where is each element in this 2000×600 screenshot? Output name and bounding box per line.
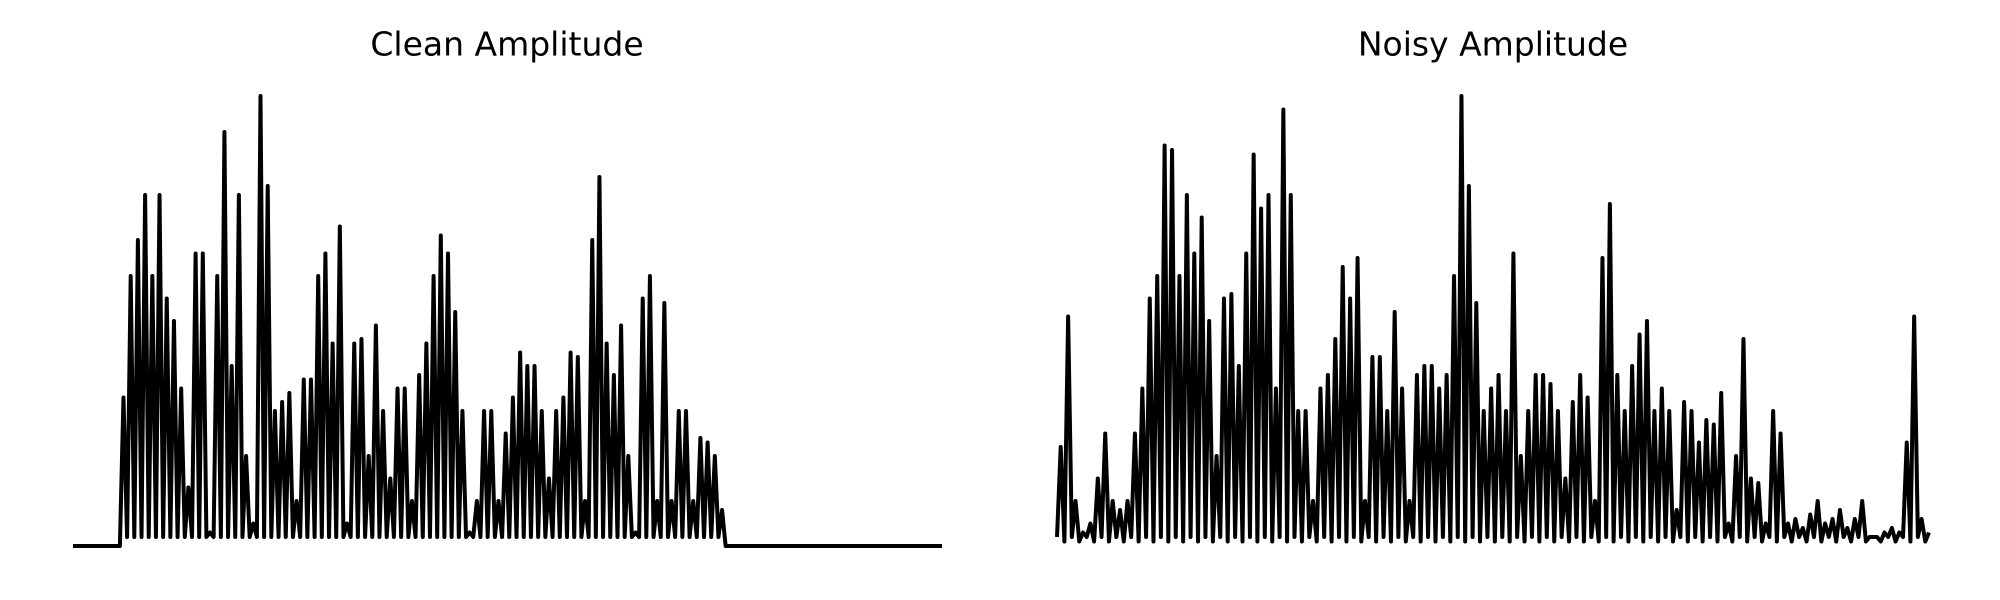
chart-title: Clean Amplitude bbox=[370, 25, 643, 64]
amplitude-line bbox=[73, 94, 942, 548]
chart-title: Noisy Amplitude bbox=[1358, 25, 1628, 64]
amplitude-line bbox=[1055, 94, 1931, 544]
